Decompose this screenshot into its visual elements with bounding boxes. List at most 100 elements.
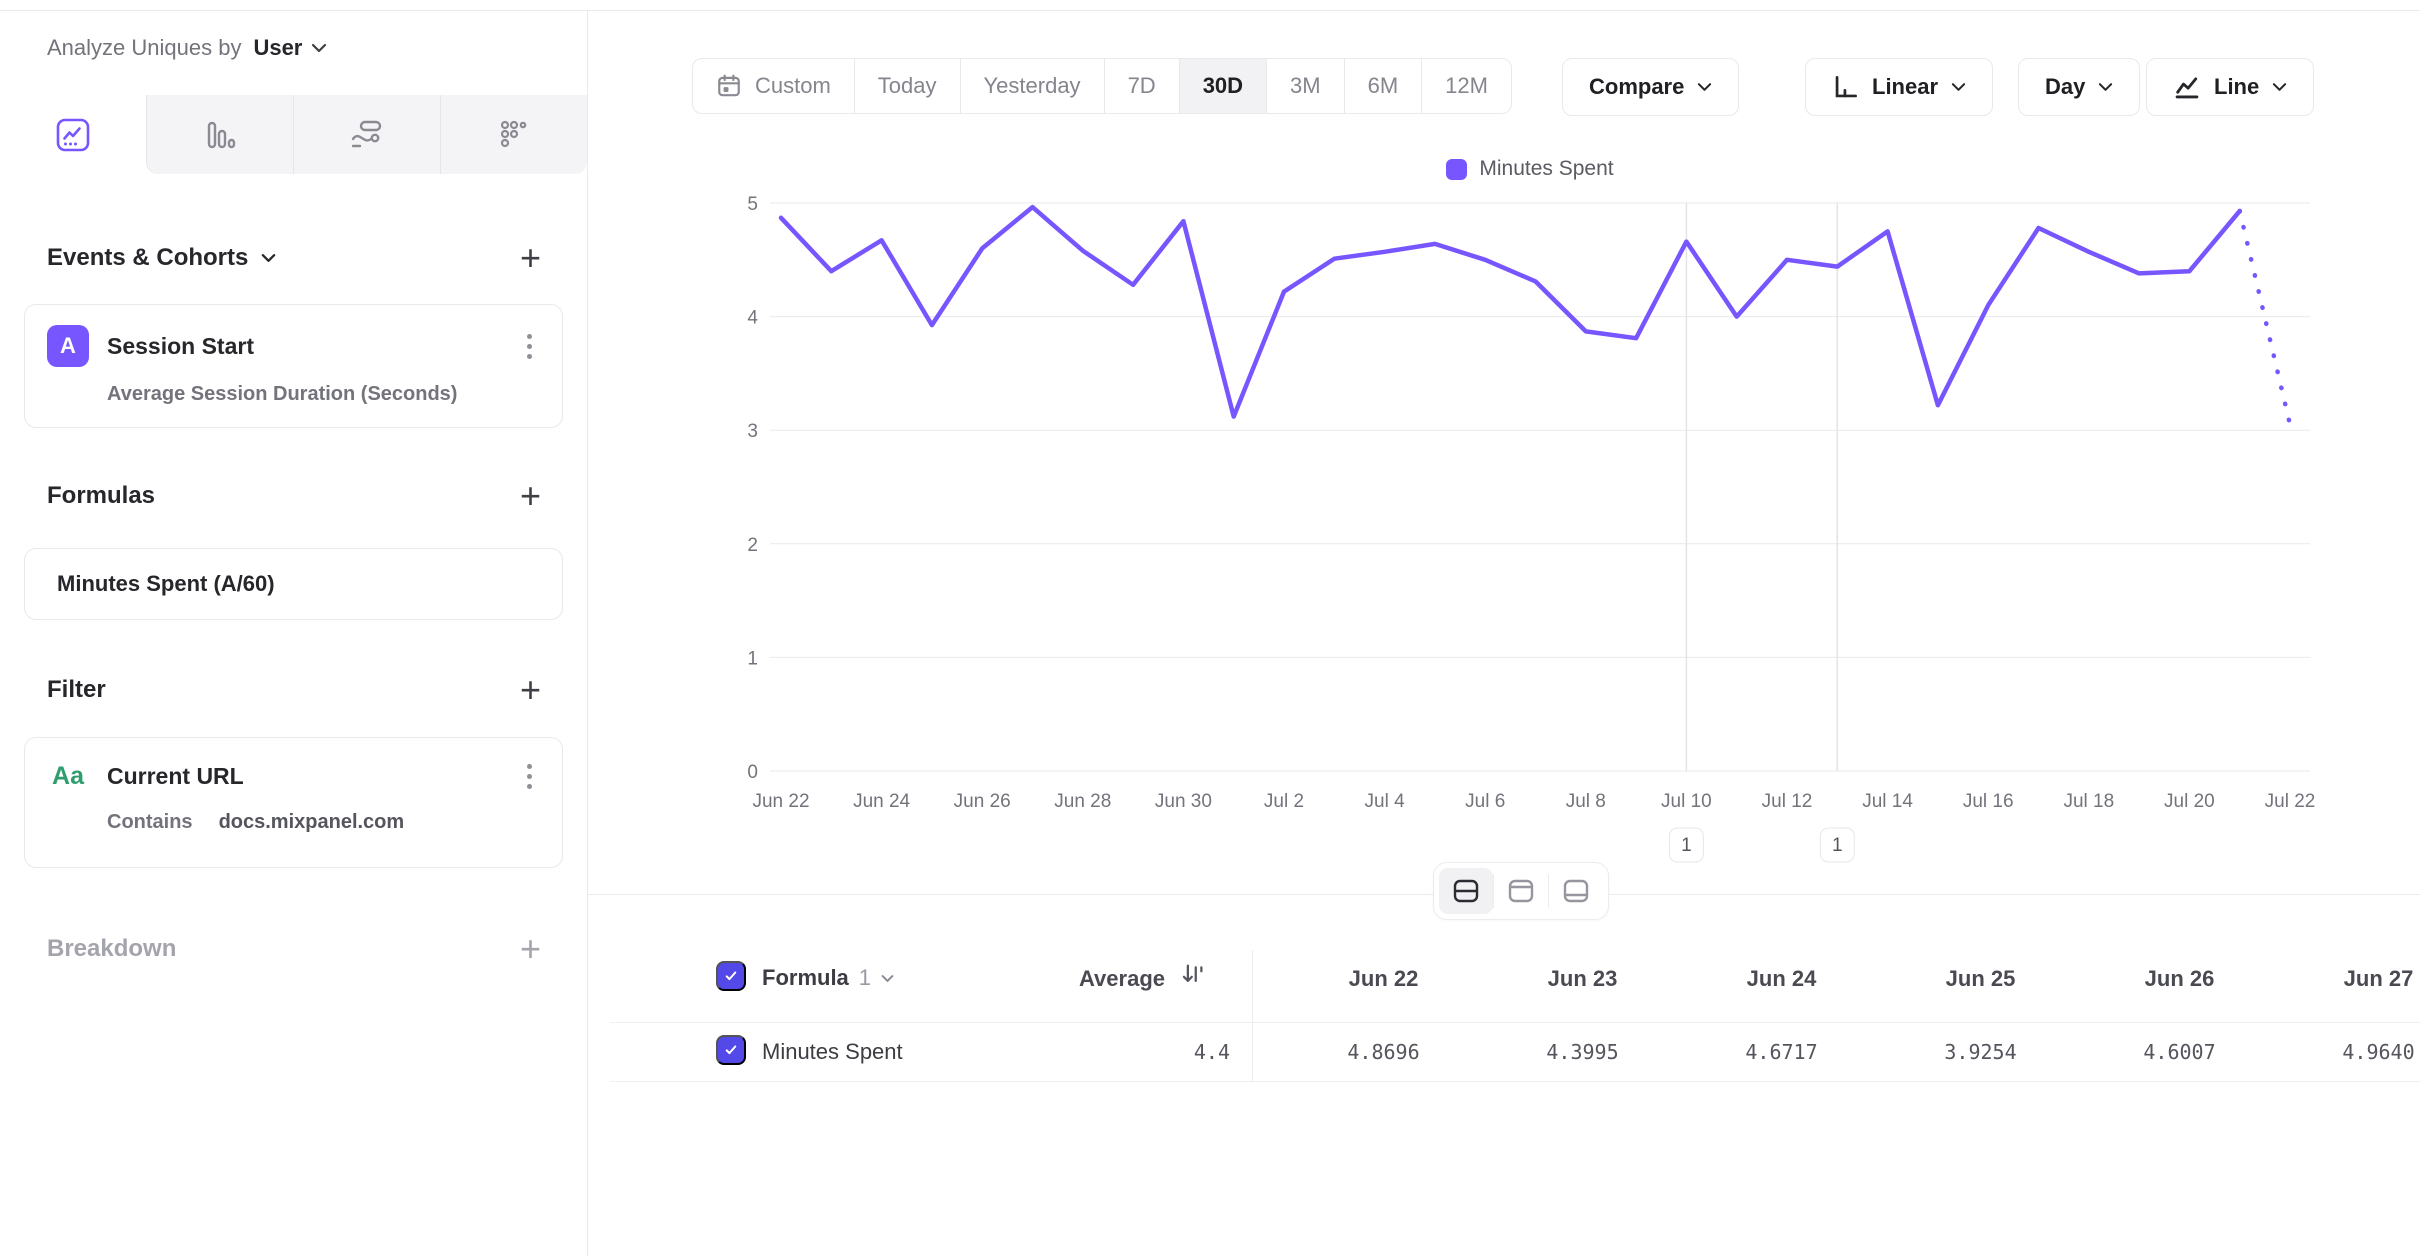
flows-icon <box>351 120 382 147</box>
date-column-header[interactable]: Jun 24 <box>1746 966 1817 991</box>
y-tick-label: 0 <box>747 762 758 783</box>
event-name: Session Start <box>107 332 254 359</box>
annotation-badge[interactable] <box>1819 827 1855 863</box>
toggle-divider <box>1493 874 1494 908</box>
chevron-down-icon <box>2273 83 2287 91</box>
chart-only-icon <box>1508 879 1534 903</box>
filter-options-menu-button[interactable] <box>521 758 538 795</box>
layout-toggle-chart-only[interactable] <box>1494 868 1548 914</box>
x-tick-label: Jul 12 <box>1762 791 1813 812</box>
check-icon <box>725 971 737 981</box>
table-cell-value: 4.3995 <box>1546 1040 1619 1064</box>
event-card[interactable]: A Session Start Average Session Duration… <box>24 304 563 428</box>
top-divider <box>0 10 2420 11</box>
granularity-select-button[interactable]: Day <box>2018 58 2141 116</box>
event-aggregation[interactable]: Average Session Duration (Seconds) <box>107 383 458 405</box>
formulas-section-title: Formulas <box>47 482 156 509</box>
add-formula-button[interactable]: + <box>519 475 541 516</box>
annotation-badge-label: 1 <box>1681 835 1692 856</box>
annotation-badge-label: 1 <box>1832 835 1843 856</box>
table-header-border <box>610 1022 2420 1023</box>
sort-button[interactable] <box>1180 960 1207 990</box>
add-filter-button[interactable]: + <box>519 669 541 710</box>
average-column-header[interactable]: Average <box>1078 966 1165 991</box>
date-column-header[interactable]: Jun 23 <box>1547 966 1618 991</box>
date-column-header[interactable]: Jun 27 <box>2343 966 2414 991</box>
analyze-by-label: Analyze Uniques by <box>47 35 242 60</box>
date-range-picker: Custom Today Yesterday 7D 30D 3M 6M 12M <box>692 58 1512 114</box>
filter-section-title: Filter <box>47 676 106 703</box>
date-range-6m[interactable]: 6M <box>1343 59 1422 113</box>
date-column-header[interactable]: Jun 25 <box>1945 966 2016 991</box>
events-section-header: Events & Cohorts + <box>47 237 541 278</box>
date-range-7d[interactable]: 7D <box>1103 59 1179 113</box>
split-view-icon <box>1453 879 1479 903</box>
table-only-icon <box>1563 879 1589 903</box>
chevron-down-icon <box>1698 83 1712 91</box>
x-tick-label: Jun 30 <box>1155 791 1212 812</box>
formula-card[interactable]: Minutes Spent (A/60) <box>24 548 563 620</box>
tab-flows[interactable] <box>293 95 440 174</box>
linear-axis-icon <box>1835 75 1857 97</box>
filter-operator[interactable]: Contains <box>107 811 193 833</box>
date-range-3m[interactable]: 3M <box>1266 59 1344 113</box>
x-tick-label: Jul 20 <box>2164 791 2215 812</box>
line-chart-type-icon <box>2175 77 2199 99</box>
x-tick-label: Jul 6 <box>1465 791 1505 812</box>
x-tick-label: Jul 4 <box>1365 791 1406 812</box>
date-range-today[interactable]: Today <box>853 59 960 113</box>
tab-retention[interactable] <box>440 95 587 174</box>
x-tick-label: Jul 22 <box>2265 791 2316 812</box>
breakdown-section-title: Breakdown <box>47 935 177 962</box>
date-range-custom[interactable]: Custom <box>693 59 854 113</box>
date-column-header[interactable]: Jun 22 <box>1348 966 1419 991</box>
table-cell-value: 4.6717 <box>1745 1040 1818 1064</box>
string-property-icon: Aa <box>52 762 84 790</box>
y-tick-label: 2 <box>747 535 758 556</box>
formula-column-header[interactable]: Formula 1 <box>762 965 894 991</box>
tab-funnels[interactable] <box>146 95 293 174</box>
line-chart-canvas[interactable]: 0 1 2 3 4 5 Jun 22 Jun 24 Jun 26 Jun 28 Jun 30 Jul … <box>720 190 2360 880</box>
series-line-incomplete <box>2237 208 2293 427</box>
date-range-30d[interactable]: 30D <box>1178 59 1267 113</box>
line-chart-icon <box>56 118 90 151</box>
event-options-menu-button[interactable] <box>521 328 538 365</box>
add-breakdown-button[interactable]: + <box>519 928 541 969</box>
event-letter-badge: A <box>47 325 89 367</box>
date-range-12m[interactable]: 12M <box>1421 59 1511 113</box>
layout-toggle-group <box>1433 862 1609 920</box>
series-average-value: 4.4 <box>1193 1040 1230 1064</box>
tab-insights[interactable] <box>0 95 146 174</box>
chevron-down-icon <box>881 974 894 982</box>
compare-button[interactable]: Compare <box>1562 58 1740 116</box>
line-chart: 0 1 2 3 4 5 Jun 22 Jun 24 Jun 26 Jun 28 Jun 30 Jul … <box>720 190 2360 880</box>
x-tick-label: Jul 16 <box>1963 791 2014 812</box>
scale-select-button[interactable]: Linear <box>1805 58 1994 116</box>
analyze-by-value: User <box>253 35 303 60</box>
select-all-checkbox[interactable] <box>716 961 746 991</box>
x-tick-label: Jun 28 <box>1054 791 1111 812</box>
series-row-checkbox[interactable] <box>716 1035 746 1065</box>
legend-label: Minutes Spent <box>1479 157 1614 180</box>
layout-toggle-split-view[interactable] <box>1439 868 1493 914</box>
chevron-down-icon[interactable] <box>261 253 276 263</box>
layout-toggle-table-only[interactable] <box>1549 868 1603 914</box>
filter-section-header: Filter + <box>47 669 541 710</box>
chart-type-select-button[interactable]: Line <box>2146 58 2315 116</box>
y-tick-label: 1 <box>747 648 758 669</box>
formulas-section-header: Formulas + <box>47 475 541 516</box>
add-event-button[interactable]: + <box>519 237 541 278</box>
date-column-header[interactable]: Jun 26 <box>2144 966 2215 991</box>
annotation-badge[interactable] <box>1668 827 1704 863</box>
table-row-border <box>610 1081 2420 1082</box>
analyze-by-select[interactable]: User <box>253 35 327 61</box>
chevron-down-icon <box>2099 83 2113 91</box>
table-cell-value: 4.9640 <box>2342 1040 2415 1064</box>
date-range-yesterday[interactable]: Yesterday <box>959 59 1104 113</box>
filter-value[interactable]: docs.mixpanel.com <box>218 811 405 833</box>
filter-property-name: Current URL <box>107 763 244 789</box>
x-tick-label: Jul 10 <box>1661 791 1712 812</box>
y-tick-label: 5 <box>747 194 758 215</box>
y-tick-label: 3 <box>747 421 758 442</box>
filter-card[interactable]: Aa Current URL Contains docs.mixpanel.co… <box>24 737 563 868</box>
